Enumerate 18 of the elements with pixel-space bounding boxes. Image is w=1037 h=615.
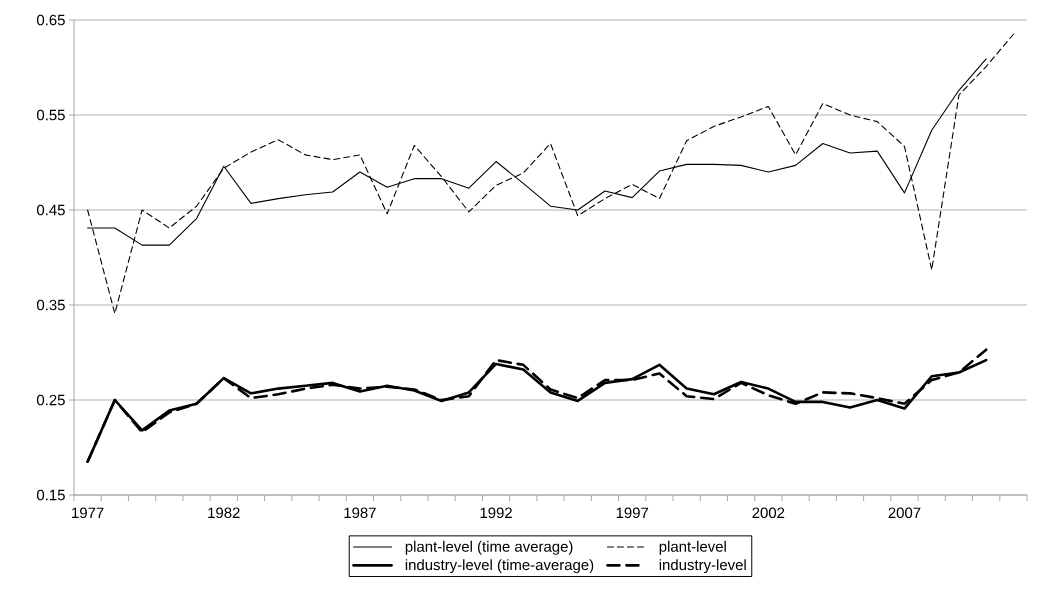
legend-label: industry-level xyxy=(659,559,746,574)
x-tick-label: 1997 xyxy=(616,507,649,519)
x-tick-label: 1982 xyxy=(208,507,240,519)
x-tick-label: 1977 xyxy=(72,507,104,519)
y-tick-label: 0.55 xyxy=(36,109,65,121)
x-tick-label: 2007 xyxy=(888,507,921,519)
x-tick-label: 2002 xyxy=(752,507,785,519)
legend-label: industry-level (time-average) xyxy=(405,559,594,574)
y-tick-label: 0.45 xyxy=(36,204,65,216)
y-tick-label: 0.65 xyxy=(36,14,65,26)
y-tick-label: 0.25 xyxy=(36,394,65,406)
x-tick-label: 1992 xyxy=(480,507,512,519)
x-tick-label: 1987 xyxy=(344,507,376,519)
legend-label: plant-level xyxy=(659,540,726,555)
line-series xyxy=(87,33,1014,315)
y-tick-label: 0.35 xyxy=(36,299,65,311)
legend-label: plant-level (time average) xyxy=(405,540,573,555)
y-tick-label: 0.15 xyxy=(36,489,65,501)
